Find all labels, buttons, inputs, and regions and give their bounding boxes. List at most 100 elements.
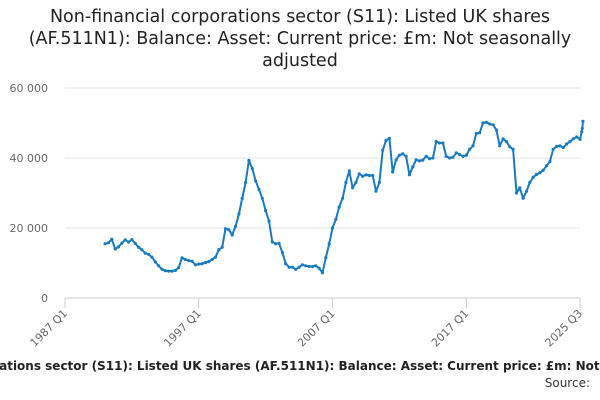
data-point bbox=[468, 147, 472, 151]
data-point bbox=[498, 144, 502, 148]
data-point bbox=[461, 154, 465, 158]
data-point bbox=[371, 173, 375, 178]
data-point bbox=[451, 155, 455, 159]
data-point bbox=[424, 154, 428, 158]
data-point bbox=[277, 241, 281, 245]
data-point bbox=[431, 156, 435, 160]
x-axis-title: Non-financial corporations sector (S11):… bbox=[0, 359, 600, 373]
data-point bbox=[514, 191, 519, 195]
data-point bbox=[417, 159, 422, 163]
data-point bbox=[374, 189, 378, 193]
data-point bbox=[327, 242, 331, 246]
data-point bbox=[341, 196, 345, 200]
data-point bbox=[377, 180, 381, 185]
data-point bbox=[290, 265, 294, 269]
data-point bbox=[280, 250, 284, 255]
data-point bbox=[304, 264, 308, 268]
data-point bbox=[575, 135, 579, 139]
x-tick-label: 2007 Q1 bbox=[295, 307, 338, 350]
data-point bbox=[297, 265, 301, 269]
data-point bbox=[294, 267, 298, 271]
data-point bbox=[407, 173, 411, 177]
data-point bbox=[334, 217, 338, 221]
data-point bbox=[534, 172, 539, 176]
data-point bbox=[250, 166, 254, 171]
data-point bbox=[394, 158, 398, 162]
data-point bbox=[551, 147, 555, 151]
data-point bbox=[220, 245, 224, 249]
data-point bbox=[384, 138, 388, 143]
data-point bbox=[444, 154, 448, 158]
data-point bbox=[157, 264, 161, 268]
data-point bbox=[170, 269, 174, 273]
data-point bbox=[227, 228, 231, 232]
y-tick-label: 0 bbox=[41, 292, 48, 305]
data-point bbox=[103, 242, 107, 246]
data-point bbox=[404, 154, 408, 158]
data-point bbox=[223, 227, 228, 231]
data-point bbox=[471, 144, 475, 148]
y-tick-label: 60 000 bbox=[10, 82, 49, 95]
data-point bbox=[448, 156, 452, 160]
data-point bbox=[183, 257, 187, 262]
data-point bbox=[508, 145, 512, 149]
data-point bbox=[163, 269, 167, 273]
data-point bbox=[474, 131, 478, 136]
data-point bbox=[401, 152, 405, 156]
data-point bbox=[120, 241, 124, 245]
data-point bbox=[578, 137, 582, 141]
x-tick-label: 2025 Q3 bbox=[543, 307, 586, 350]
data-point bbox=[310, 264, 315, 269]
data-point bbox=[434, 140, 438, 144]
data-point bbox=[531, 175, 535, 179]
data-point bbox=[177, 266, 181, 270]
data-point bbox=[545, 164, 549, 168]
x-tick-label: 2017 Q1 bbox=[429, 307, 472, 350]
data-point bbox=[133, 241, 137, 245]
data-point bbox=[458, 152, 462, 157]
data-point bbox=[193, 263, 197, 267]
chart-footer: Non-financial corporations sector (S11):… bbox=[0, 359, 600, 399]
data-point bbox=[123, 238, 127, 242]
data-point bbox=[565, 142, 569, 146]
data-point bbox=[153, 260, 157, 264]
y-tick-label: 20 000 bbox=[10, 222, 49, 235]
data-point bbox=[217, 248, 221, 252]
data-point bbox=[411, 165, 415, 169]
data-point bbox=[357, 172, 361, 176]
data-point bbox=[237, 212, 241, 216]
data-point bbox=[307, 264, 311, 269]
data-point bbox=[264, 208, 268, 213]
data-point bbox=[197, 262, 201, 266]
data-point bbox=[580, 126, 584, 130]
data-point bbox=[106, 241, 111, 245]
data-point bbox=[427, 157, 432, 161]
data-point bbox=[270, 240, 274, 244]
data-point bbox=[344, 180, 348, 185]
x-tick-label: 1987 Q1 bbox=[28, 307, 71, 350]
data-point bbox=[260, 196, 264, 200]
data-point bbox=[347, 169, 351, 173]
data-point bbox=[561, 145, 565, 150]
data-point bbox=[314, 264, 318, 268]
data-point bbox=[568, 140, 572, 144]
data-point bbox=[116, 245, 121, 249]
data-point bbox=[337, 205, 341, 209]
data-point bbox=[113, 247, 117, 251]
data-point bbox=[391, 170, 395, 174]
data-point bbox=[274, 242, 278, 246]
data-point bbox=[367, 173, 371, 178]
data-point bbox=[187, 259, 191, 263]
data-point bbox=[381, 148, 385, 152]
data-point bbox=[267, 219, 271, 223]
data-point bbox=[130, 238, 134, 242]
data-point bbox=[167, 269, 171, 273]
data-point bbox=[571, 137, 575, 141]
data-point bbox=[190, 259, 194, 263]
data-point bbox=[494, 128, 498, 132]
data-point bbox=[511, 147, 515, 151]
data-point bbox=[541, 168, 545, 172]
data-point bbox=[441, 141, 445, 145]
source-label: Source: bbox=[544, 376, 590, 390]
